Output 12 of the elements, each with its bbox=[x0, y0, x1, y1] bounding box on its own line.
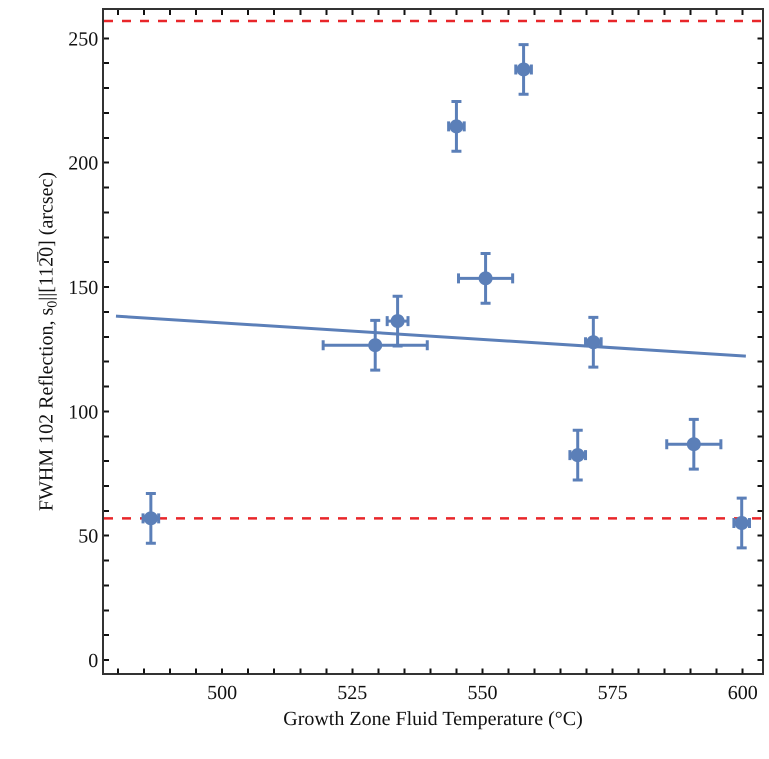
y-tick-label: 100 bbox=[68, 401, 98, 424]
y-tick-label: 200 bbox=[68, 152, 98, 175]
x-tick-label: 525 bbox=[337, 682, 368, 704]
x-axis-title: Growth Zone Fluid Temperature (°C) bbox=[283, 708, 583, 730]
x-tick-label: 600 bbox=[728, 682, 758, 704]
x-tick-label: 575 bbox=[598, 682, 628, 704]
x-tick-label: 500 bbox=[207, 682, 238, 704]
y-tick-label: 150 bbox=[68, 277, 98, 300]
y-tick-label: 50 bbox=[78, 526, 98, 548]
y-tick-label: 0 bbox=[88, 650, 98, 672]
x-tick-label: 550 bbox=[467, 682, 498, 704]
y-tick-label: 250 bbox=[68, 28, 98, 50]
